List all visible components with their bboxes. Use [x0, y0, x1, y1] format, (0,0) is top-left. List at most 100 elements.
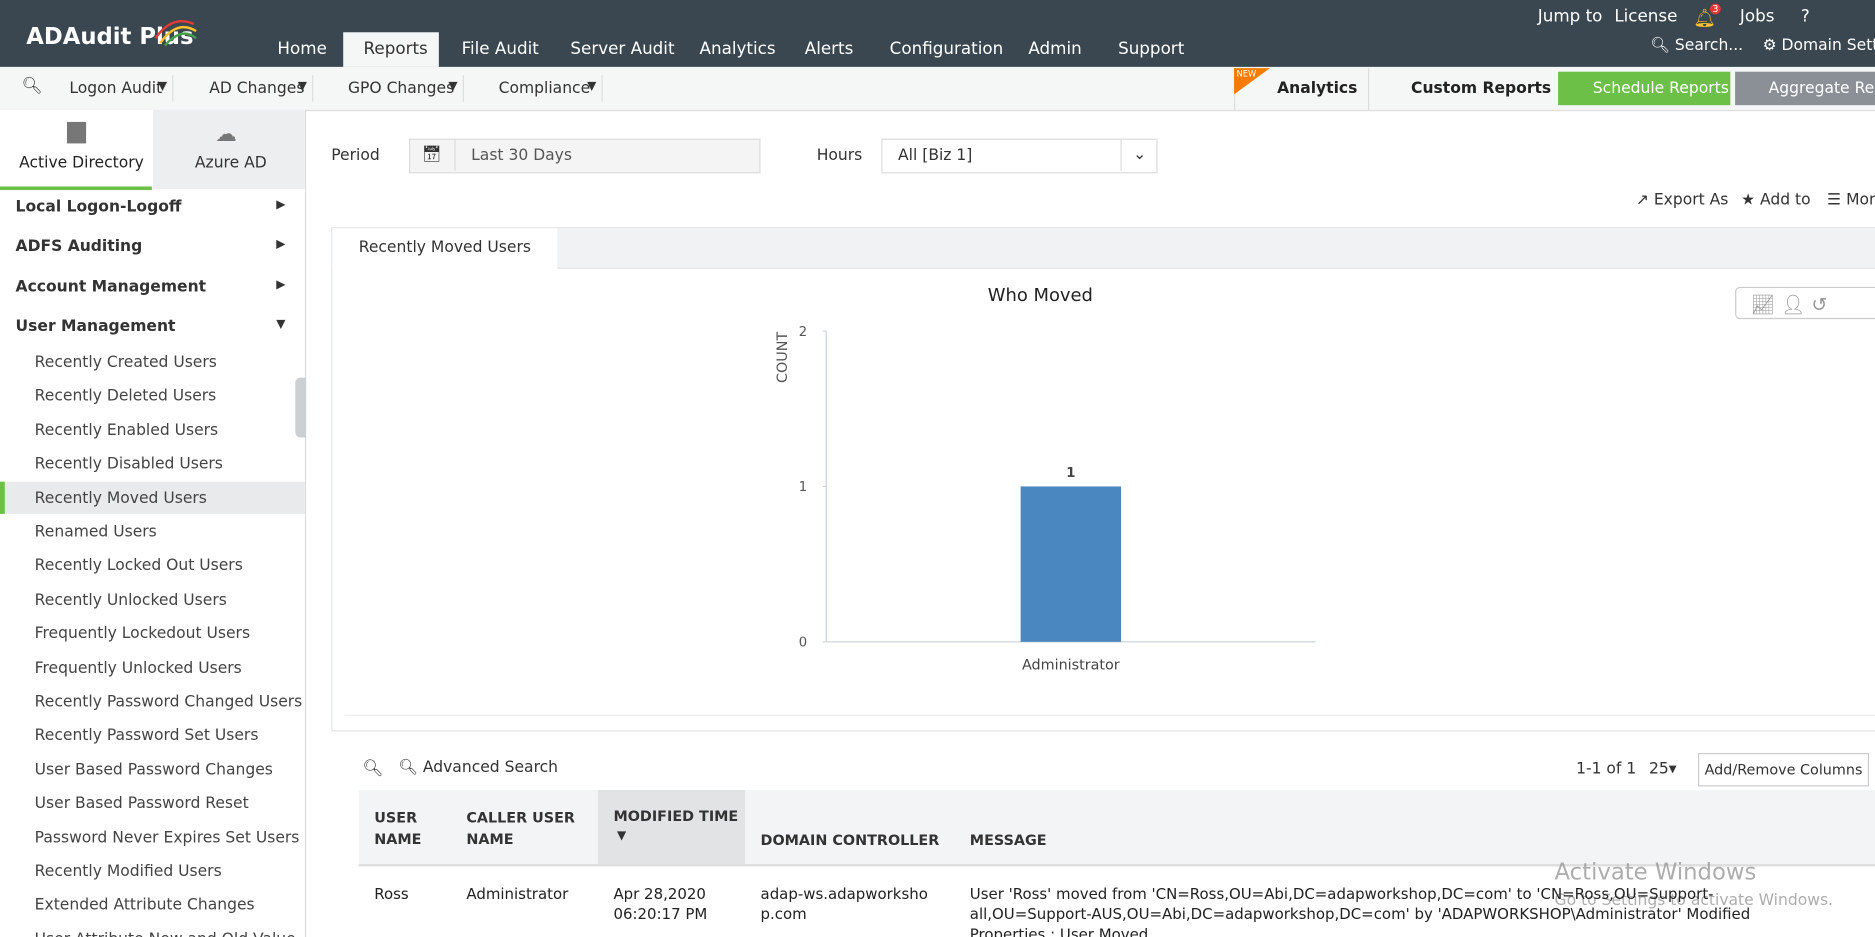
table-cell: Administrator — [466, 884, 569, 903]
nav-tab[interactable]: Reports — [363, 39, 428, 59]
nav-tab[interactable]: Server Audit — [570, 39, 675, 59]
caret: ▼ — [157, 80, 168, 94]
sidebar-item[interactable]: Recently Created Users — [34, 353, 217, 372]
watermark-title: Activate Windows — [1554, 859, 1757, 886]
sidebar-item[interactable]: Recently Modified Users — [34, 862, 222, 881]
column-header[interactable]: MODIFIED TIME — [613, 807, 739, 825]
sidebar-item[interactable]: Recently Enabled Users — [34, 421, 219, 440]
azure-tab-bg — [153, 109, 305, 189]
column-header[interactable]: DOMAIN CONTROLLER — [760, 831, 940, 849]
hours-label: Hours — [816, 147, 863, 165]
y-axis-label: COUNT — [775, 332, 791, 383]
column-header[interactable]: MESSAGE — [969, 831, 1047, 849]
nav-tab[interactable]: Support — [1118, 39, 1185, 59]
domain-settings-label: Domain Settin — [1781, 37, 1875, 55]
sidebar — [0, 109, 307, 937]
top-link[interactable]: Jump to — [1537, 7, 1603, 27]
advanced-search[interactable]: 🔍︎ Advanced Search — [398, 758, 559, 777]
bar — [1020, 486, 1122, 642]
sidebar-item[interactable]: Recently Password Changed Users — [34, 693, 303, 712]
page-size-value: 25 — [1649, 760, 1669, 779]
top-link[interactable]: ? — [1800, 7, 1810, 27]
caret: ▼ — [448, 80, 458, 94]
page-size[interactable]: 25▾ — [1649, 760, 1677, 779]
sidebar-group[interactable]: Account Management — [15, 278, 207, 297]
aggregate-button-bg — [1735, 71, 1875, 106]
nav-tab[interactable]: Analytics — [699, 39, 776, 59]
group-caret: ▶ — [276, 278, 286, 292]
sidebar-item[interactable]: Renamed Users — [34, 523, 157, 542]
sidebar-item[interactable]: User Based Password Reset — [34, 795, 249, 813]
new-badge: NEW — [1236, 69, 1257, 79]
header-bar — [0, 0, 1875, 67]
nav-tab[interactable]: File Audit — [461, 39, 539, 59]
logo-swoosh — [154, 20, 197, 47]
new-ribbon — [1234, 68, 1270, 95]
quick-search-icon[interactable]: 🔍︎ — [362, 758, 384, 779]
report-panel — [331, 227, 1875, 732]
domain-settings[interactable]: ⚙ Domain Settin — [1763, 37, 1875, 55]
nav-tab[interactable]: Home — [277, 39, 327, 59]
action-button[interactable]: Analytics — [1277, 80, 1358, 99]
menu-search-icon[interactable]: 🔍︎ — [21, 76, 43, 96]
y-tick-label: 0 — [799, 636, 807, 651]
value-label: 1 — [1066, 466, 1075, 481]
sidebar-item[interactable]: Recently Moved Users — [34, 489, 207, 508]
sidebar-item[interactable]: Password Never Expires Set Users — [34, 828, 300, 847]
column-header[interactable]: CALLER USER NAME — [466, 809, 575, 848]
sidebar-item[interactable]: User Based Password Changes — [34, 761, 273, 780]
sidebar-item[interactable]: User Attribute New and Old Value — [35, 931, 296, 937]
hours-value: All [Biz 1] — [898, 147, 973, 165]
nav-tab[interactable]: Alerts — [804, 39, 854, 59]
action-button[interactable]: Aggregate Repo — [1768, 80, 1875, 99]
top-link[interactable]: License — [1614, 7, 1678, 27]
toolbar-button[interactable]: ↗ Export As — [1635, 191, 1729, 210]
group-caret: ▼ — [276, 318, 286, 332]
bell-icon[interactable]: 🔔︎ — [1693, 7, 1717, 29]
separator — [601, 75, 603, 102]
sidebar-group[interactable]: ADFS Auditing — [15, 238, 143, 257]
calendar-icon: 📅︎ — [409, 138, 456, 171]
y-tick-label: 1 — [799, 480, 807, 495]
sidebar-toggle[interactable] — [295, 377, 307, 438]
sidebar-item[interactable]: Recently Disabled Users — [34, 455, 223, 474]
sidebar-item[interactable]: Extended Attribute Changes — [34, 896, 255, 915]
toolbar-button[interactable]: ★ Add to — [1741, 191, 1811, 210]
top-link[interactable]: Jobs — [1739, 7, 1775, 27]
building-icon — [66, 121, 87, 144]
nav-tab[interactable]: Configuration — [889, 39, 1004, 59]
sidebar-item[interactable]: Frequently Unlocked Users — [34, 659, 242, 678]
cloud-icon: ☁ — [215, 121, 237, 148]
sidebar-item[interactable]: Recently Password Set Users — [34, 727, 259, 746]
sub-menu[interactable]: Logon Audit — [69, 80, 163, 99]
hours-select[interactable] — [881, 138, 1158, 174]
pagination: 1-1 of 1 — [1576, 760, 1637, 779]
sidebar-tab[interactable]: Azure AD — [194, 154, 267, 173]
action-button[interactable]: Schedule Reports — [1592, 80, 1729, 99]
add-remove-columns[interactable]: Add/Remove Columns — [1698, 752, 1870, 787]
sidebar-item[interactable]: Frequently Lockedout Users — [34, 625, 251, 644]
chart: Who Moved COUNT 0 1 2 Administrator 1 — [775, 285, 1316, 673]
nav-tab[interactable]: Admin — [1028, 39, 1082, 59]
selected-item-marker — [0, 481, 5, 514]
action-button[interactable]: Custom Reports — [1411, 80, 1552, 99]
toolbar-button[interactable]: ☰ Mor — [1827, 191, 1875, 210]
table-cell: User 'Ross' moved from 'CN=Ross,OU=Abi,D… — [969, 884, 1751, 937]
group-caret: ▶ — [276, 238, 286, 252]
search-button[interactable]: 🔍︎ Search... — [1650, 37, 1744, 55]
period-field[interactable] — [408, 138, 761, 174]
sub-menu[interactable]: Compliance — [498, 80, 591, 99]
sub-menu[interactable]: GPO Changes — [347, 80, 455, 99]
sidebar-group[interactable]: Local Logon-Logoff — [15, 198, 182, 217]
sidebar-tab[interactable]: Active Directory — [19, 154, 144, 173]
chart-tools[interactable]: 📈︎ 👤︎ ↺ — [1735, 286, 1875, 320]
report-tab[interactable]: Recently Moved Users — [332, 228, 558, 269]
sidebar-item[interactable]: Recently Deleted Users — [34, 387, 217, 406]
y-tick-label: 2 — [799, 325, 807, 340]
sidebar-group[interactable]: User Management — [15, 318, 176, 337]
sidebar-item[interactable]: Recently Unlocked Users — [34, 591, 227, 610]
column-header[interactable]: USER NAME — [374, 809, 422, 848]
sub-menu[interactable]: AD Changes — [209, 80, 305, 99]
sidebar-item[interactable]: Recently Locked Out Users — [34, 557, 243, 576]
